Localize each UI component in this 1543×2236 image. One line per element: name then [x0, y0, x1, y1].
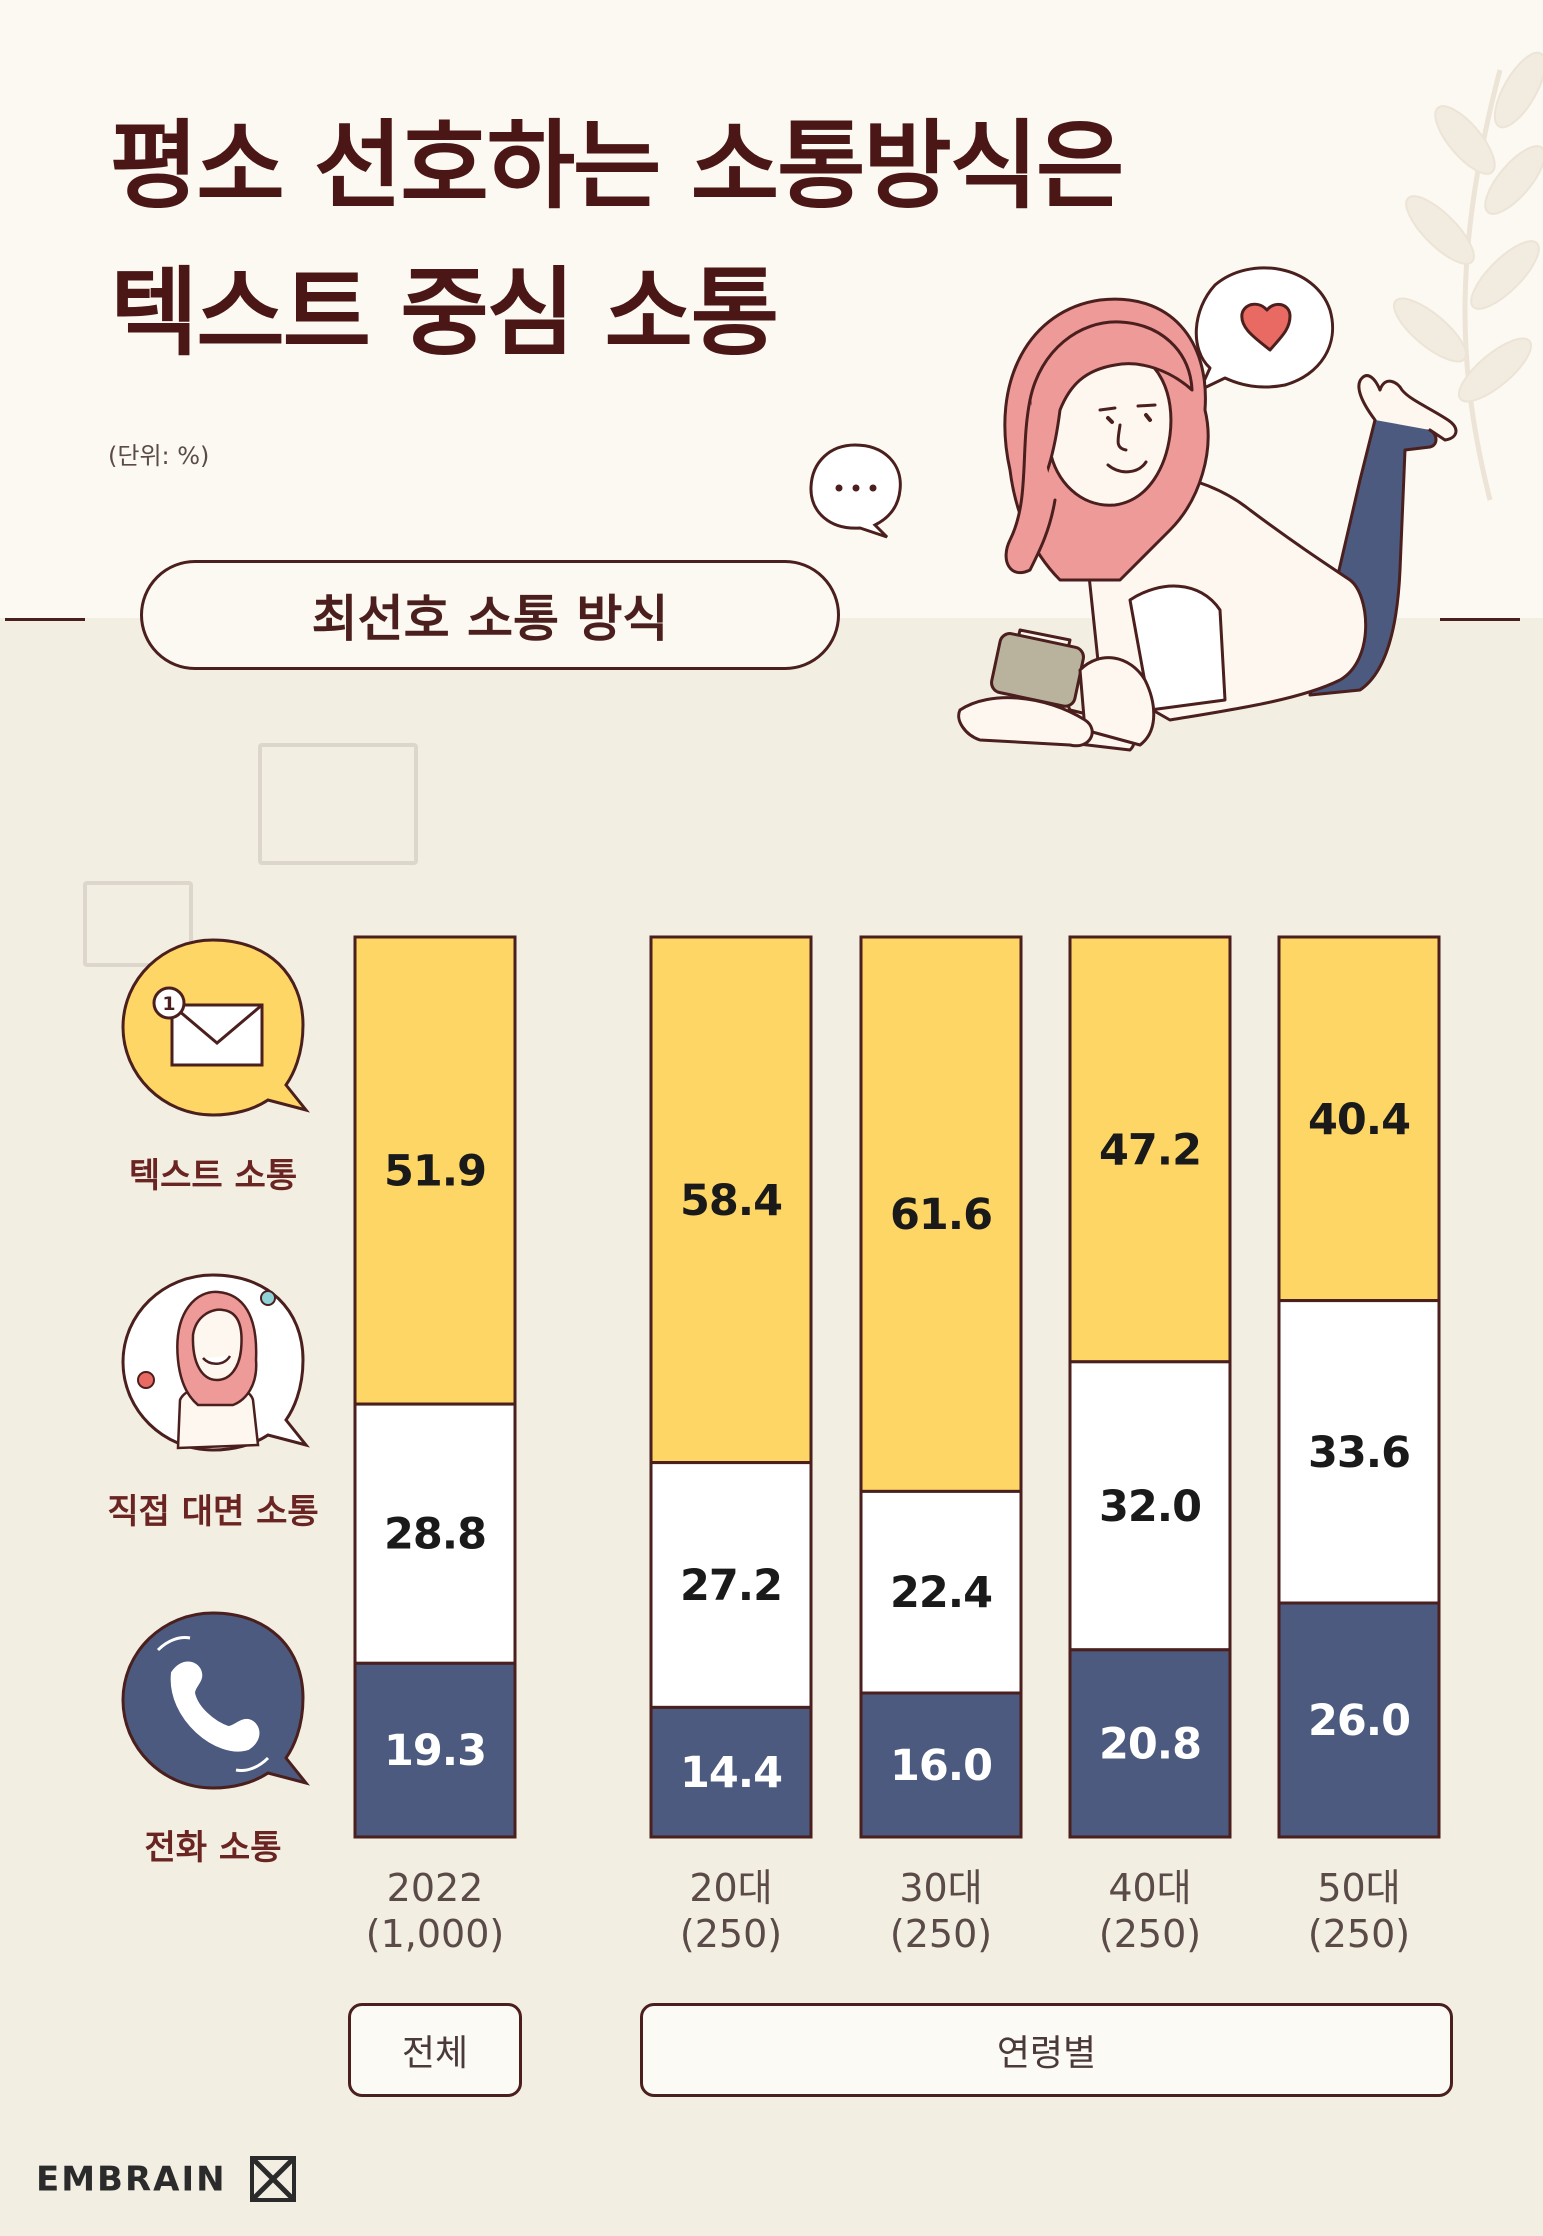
value-label-text: 51.9 [384, 1147, 486, 1197]
bar-segment-text [353, 935, 517, 1406]
bar-segment-face [353, 1402, 517, 1665]
value-label-face: 27.2 [680, 1561, 782, 1611]
bar-segment-phone [353, 1661, 517, 1839]
text-legend-bubble: 1 [121, 938, 311, 1117]
group-label-age: 연령별 [640, 2003, 1453, 2097]
brand-logo: EMBRAIN [36, 2156, 297, 2204]
bar-segment-phone [859, 1691, 1023, 1839]
bar-segment-text [1068, 935, 1232, 1364]
value-label-phone: 20.8 [1099, 1719, 1201, 1769]
x-tick-sublabel: (250) [1098, 1912, 1202, 1956]
bar-segment-phone [649, 1705, 813, 1839]
bar-segment-face [859, 1489, 1023, 1695]
x-tick-sublabel: (250) [679, 1912, 783, 1956]
value-label-face: 28.8 [384, 1510, 486, 1560]
x-tick-label: 30대 [899, 1866, 983, 1910]
woman-avatar-icon [176, 1290, 260, 1450]
legend-label-face: 직접 대면 소통 [107, 1492, 319, 1532]
x-tick-label: 2022 [386, 1866, 484, 1910]
bar-segment-face [649, 1461, 813, 1709]
x-tick-label: 20대 [689, 1866, 773, 1910]
value-label-face: 22.4 [890, 1568, 992, 1618]
brand-mark-icon [250, 2156, 297, 2202]
x-tick-sublabel: (250) [889, 1912, 993, 1956]
legend-label-text: 텍스트 소통 [128, 1156, 298, 1196]
section-label-pill: 최선호 소통 방식 [140, 560, 840, 670]
value-label-face: 32.0 [1099, 1482, 1201, 1532]
value-label-text: 40.4 [1308, 1095, 1410, 1145]
value-label-text: 61.6 [890, 1190, 992, 1240]
value-label-phone: 26.0 [1308, 1696, 1410, 1746]
divider-left [5, 618, 85, 621]
x-tick-sublabel: (1,000) [365, 1912, 505, 1956]
decorative-bubble-large [258, 743, 418, 865]
brand-name: EMBRAIN [36, 2159, 227, 2200]
legend-label-phone: 전화 소통 [144, 1828, 282, 1868]
leaf-decoration-icon [1393, 51, 1543, 501]
x-tick-label: 40대 [1108, 1866, 1192, 1910]
x-tick-sublabel: (250) [1307, 1912, 1411, 1956]
bar-segment-face [1068, 1360, 1232, 1652]
woman-with-phone-illustration [957, 266, 1458, 752]
value-label-face: 33.6 [1308, 1428, 1410, 1478]
bar-segment-text [1277, 935, 1441, 1303]
group-label-total: 전체 [348, 2003, 522, 2097]
bar-segment-text [649, 935, 813, 1465]
value-label-text: 47.2 [1099, 1125, 1201, 1175]
typing-bubble-icon [809, 443, 902, 539]
decorative-bubble-small [83, 881, 193, 967]
notification-badge: 1 [162, 993, 175, 1015]
divider-right [1440, 618, 1520, 621]
phone-icon [156, 1636, 270, 1772]
face-legend-bubble [121, 1273, 311, 1452]
headline-line-2: 텍스트 중심 소통 [110, 257, 779, 369]
value-label-phone: 19.3 [384, 1726, 486, 1776]
value-label-text: 58.4 [680, 1176, 782, 1226]
x-tick-label: 50대 [1317, 1866, 1401, 1910]
bar-segment-phone [1068, 1648, 1232, 1839]
envelope-icon [170, 1003, 264, 1067]
bar-segment-face [1277, 1299, 1441, 1605]
bar-segment-phone [1277, 1601, 1441, 1839]
value-label-phone: 16.0 [890, 1741, 992, 1791]
value-label-phone: 14.4 [680, 1748, 782, 1798]
headline-line-1: 평소 선호하는 소통방식은 [110, 110, 1124, 222]
phone-legend-bubble [121, 1611, 311, 1790]
unit-note: (단위: %) [108, 442, 210, 470]
